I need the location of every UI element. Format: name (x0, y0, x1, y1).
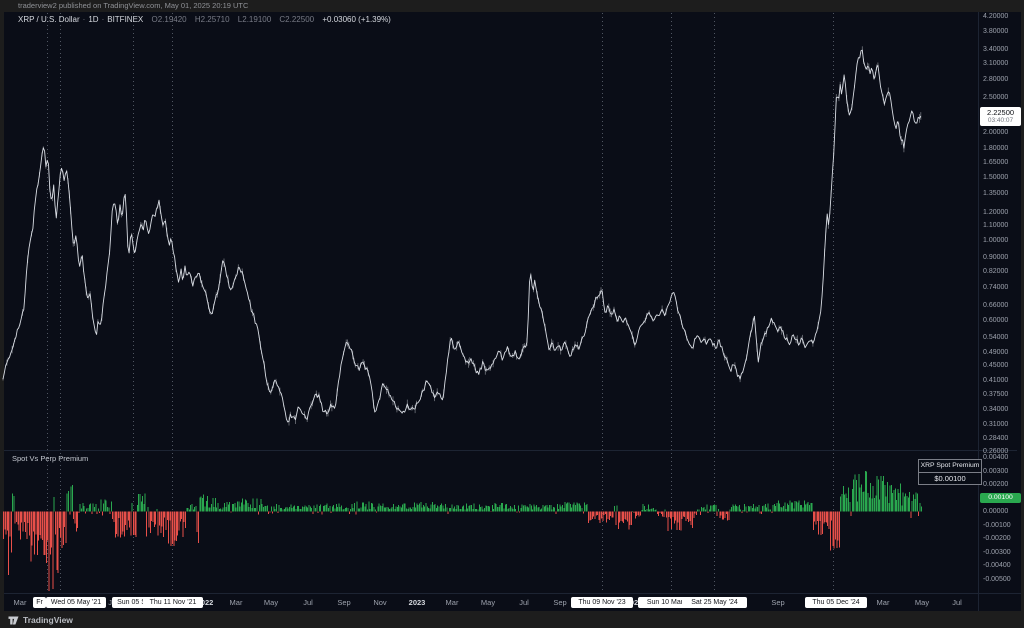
price-line-path (2, 49, 922, 423)
price-tick-label: 0.74000 (983, 284, 1009, 292)
date-badge: Thu 09 Nov '23 (571, 597, 633, 608)
indicator-box-value: $0.00100 (934, 474, 966, 483)
indicator-box-title: XRP Spot Premium (919, 460, 981, 473)
footer-bar: TradingView (0, 612, 1024, 628)
separator-dot: · (82, 15, 86, 24)
price-tick-label: 1.80000 (983, 145, 1009, 153)
price-tick-label: 1.65000 (983, 158, 1009, 166)
symbol-title[interactable]: XRP / U.S. Dollar (18, 15, 80, 24)
time-label: Sep (553, 598, 567, 607)
price-tick-label: 1.20000 (983, 208, 1009, 216)
date-badge: Sun 10 Mar '24 (638, 597, 703, 608)
time-label: Nov (373, 598, 387, 607)
price-tick-label: 2.50000 (983, 93, 1009, 101)
tradingview-logo-icon[interactable] (8, 615, 19, 626)
price-tick-label: 0.26000 (983, 448, 1009, 456)
time-label: 2023 (408, 598, 426, 607)
price-tick-label: 4.20000 (983, 12, 1009, 20)
premium-tick-label: 0.00300 (983, 467, 1009, 475)
price-tick-label: 1.35000 (983, 190, 1009, 198)
price-tick-label: 1.50000 (983, 173, 1009, 181)
time-label: May (480, 598, 496, 607)
exchange-label[interactable]: BITFINEX (107, 15, 144, 24)
date-badge: Thu 05 Dec '24 (805, 597, 867, 608)
time-label: May (263, 598, 279, 607)
separator-dot: · (101, 15, 105, 24)
date-badge: Wed 05 May '21 (46, 597, 106, 608)
time-label: 2022 (196, 598, 214, 607)
interval-label[interactable]: 1D (88, 15, 99, 24)
time-label: Sep (771, 598, 785, 607)
time-label: 2024 (625, 598, 643, 607)
brand-label[interactable]: TradingView (23, 615, 73, 625)
bar-countdown: 03:40:07 (987, 117, 1014, 124)
price-tick-label: 3.80000 (983, 28, 1009, 36)
premium-tick-label: 0.00200 (983, 481, 1009, 488)
time-label: May (914, 598, 930, 607)
chart-background (4, 12, 1021, 611)
price-tick-label: 3.10000 (983, 60, 1009, 68)
time-label: Sep (337, 598, 351, 607)
price-tick-label: 0.90000 (983, 253, 1009, 261)
price-tick-label: 1.00000 (983, 237, 1009, 245)
last-price-badge: 2.22500 03:40:07 (980, 107, 1021, 126)
premium-tick-label: -0.00500 (983, 575, 1011, 583)
premium-tick-label: 0.00000 (983, 508, 1009, 515)
price-tick-label: 0.34000 (983, 406, 1009, 414)
price-tick-label: 0.49000 (983, 349, 1009, 357)
date-badge: Sun 05 Sep '2 (112, 597, 166, 608)
premium-value-badge: 0.00100 (980, 493, 1021, 503)
premium-tick-label: 0.00400 (983, 454, 1009, 461)
price-tick-label: 0.37500 (983, 390, 1009, 398)
price-tick-label: 3.40000 (983, 45, 1009, 53)
premium-tick-label: -0.00100 (983, 521, 1011, 529)
time-label: Mar (876, 598, 890, 607)
premium-tick-label: -0.00400 (983, 562, 1011, 569)
date-badge: Thu 11 Nov '21 (143, 597, 203, 608)
time-axis-separator (4, 593, 1021, 594)
price-tick-label: 0.82000 (983, 268, 1009, 276)
indicator-title[interactable]: Spot Vs Perp Premium (12, 454, 89, 463)
indicator-value-box: XRP Spot Premium $0.00100 (918, 459, 982, 485)
price-series (2, 46, 922, 426)
time-label: Mar (445, 598, 459, 607)
price-tick-label: 2.00000 (983, 128, 1009, 136)
ohlc-close: C2.22500 (279, 15, 315, 24)
premium-tick-label: -0.00200 (983, 535, 1011, 542)
price-tick-label: 0.31000 (983, 420, 1009, 428)
last-price-value: 2.22500 (986, 108, 1015, 117)
ohlc-open: O2.19420 (151, 15, 187, 24)
pane-separator[interactable] (4, 450, 1017, 451)
symbol-row[interactable]: XRP / U.S. Dollar · 1D · BITFINEX O2.19420 H… (18, 14, 391, 25)
ohlc-high: H2.25710 (194, 15, 230, 24)
ohlc-low: L2.19100 (237, 15, 272, 24)
time-label: Mar (229, 598, 243, 607)
date-badge: Fr (33, 597, 46, 608)
price-axis-separator (978, 12, 979, 611)
date-marker-lines (47, 13, 834, 592)
price-tick-label: 0.54000 (983, 333, 1009, 341)
publish-line: traderview2 published on TradingView.com… (18, 1, 249, 10)
premium-histogram (3, 470, 922, 591)
price-tick-label: 2.80000 (983, 76, 1009, 84)
price-tick-label: 0.28400 (983, 434, 1009, 442)
time-label: Mar (13, 598, 27, 607)
time-label: Jul (303, 598, 313, 607)
price-tick-label: 1.10000 (983, 222, 1009, 230)
time-label: Jul (952, 598, 962, 607)
change-label: +0.03060 (+1.39%) (322, 15, 391, 24)
time-label: Jul (519, 598, 529, 607)
premium-tick-label: -0.00300 (983, 548, 1011, 556)
price-tick-label: 0.41000 (983, 376, 1009, 384)
header-bar: traderview2 published on TradingView.com… (0, 0, 1024, 12)
price-tick-label: 0.45000 (983, 362, 1009, 370)
date-badge: Sat 25 May '24 (682, 597, 747, 608)
price-tick-label: 0.66000 (983, 302, 1009, 310)
price-tick-label: 0.60000 (983, 317, 1009, 325)
